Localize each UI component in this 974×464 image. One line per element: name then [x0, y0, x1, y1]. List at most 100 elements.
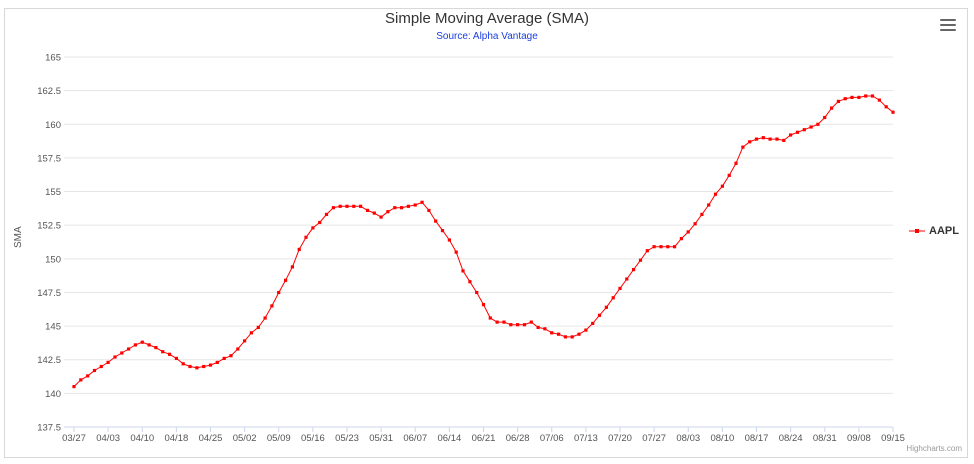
data-point[interactable]	[270, 304, 274, 308]
data-point[interactable]	[475, 290, 479, 295]
data-point[interactable]	[284, 278, 288, 282]
data-point[interactable]	[591, 321, 595, 325]
data-point[interactable]	[208, 363, 213, 367]
data-point[interactable]	[727, 173, 731, 177]
data-point[interactable]	[550, 331, 554, 335]
data-point[interactable]	[625, 277, 629, 281]
data-point[interactable]	[843, 97, 847, 101]
data-point[interactable]	[447, 238, 451, 242]
data-point[interactable]	[324, 212, 329, 216]
data-point[interactable]	[440, 229, 445, 233]
data-point[interactable]	[604, 305, 608, 309]
data-point[interactable]	[618, 286, 622, 290]
data-point[interactable]	[222, 356, 226, 360]
data-point[interactable]	[133, 343, 137, 347]
data-point[interactable]	[516, 323, 520, 327]
data-point[interactable]	[823, 115, 827, 120]
data-point[interactable]	[754, 137, 759, 141]
data-point[interactable]	[331, 206, 335, 210]
data-point[interactable]	[877, 98, 881, 102]
data-point[interactable]	[263, 316, 267, 320]
data-point[interactable]	[502, 320, 506, 324]
data-point[interactable]	[529, 320, 533, 324]
data-point[interactable]	[195, 366, 199, 370]
data-point[interactable]	[652, 245, 656, 249]
data-point[interactable]	[434, 219, 438, 223]
data-point[interactable]	[495, 320, 499, 324]
data-point[interactable]	[168, 352, 172, 356]
data-point[interactable]	[673, 245, 677, 249]
data-point[interactable]	[679, 237, 683, 241]
data-point[interactable]	[277, 290, 281, 295]
data-point[interactable]	[338, 204, 342, 208]
data-point[interactable]	[229, 354, 233, 358]
chart-subtitle[interactable]: Source: Alpha Vantage	[436, 31, 538, 42]
data-point[interactable]	[297, 247, 301, 251]
data-point[interactable]	[79, 378, 83, 382]
data-point[interactable]	[427, 208, 431, 212]
data-point[interactable]	[188, 364, 192, 369]
data-point[interactable]	[393, 206, 397, 210]
data-point[interactable]	[352, 204, 356, 208]
data-point[interactable]	[236, 347, 240, 351]
data-point[interactable]	[543, 327, 547, 331]
data-point[interactable]	[864, 94, 868, 98]
data-point[interactable]	[795, 130, 800, 134]
data-point[interactable]	[290, 265, 294, 269]
data-point[interactable]	[802, 128, 806, 132]
data-point[interactable]	[891, 110, 895, 114]
data-point[interactable]	[645, 249, 649, 253]
data-point[interactable]	[666, 245, 670, 249]
data-point[interactable]	[638, 258, 643, 262]
data-point[interactable]	[509, 323, 513, 327]
data-point[interactable]	[468, 280, 472, 284]
data-point[interactable]	[420, 200, 424, 204]
data-point[interactable]	[86, 374, 90, 378]
data-point[interactable]	[243, 339, 247, 343]
data-point[interactable]	[857, 95, 861, 99]
data-point[interactable]	[734, 161, 738, 165]
data-point[interactable]	[809, 125, 813, 129]
data-point[interactable]	[488, 316, 492, 320]
data-point[interactable]	[413, 203, 417, 207]
data-point[interactable]	[304, 235, 308, 239]
data-point[interactable]	[461, 269, 465, 273]
data-point[interactable]	[536, 325, 540, 329]
data-point[interactable]	[870, 94, 875, 98]
data-point[interactable]	[359, 204, 363, 208]
data-point[interactable]	[782, 138, 786, 142]
data-point[interactable]	[563, 335, 567, 339]
data-point[interactable]	[597, 313, 602, 317]
data-point[interactable]	[836, 99, 840, 103]
data-point[interactable]	[632, 268, 636, 272]
data-point[interactable]	[140, 340, 144, 344]
data-point[interactable]	[127, 347, 131, 351]
data-point[interactable]	[345, 204, 349, 208]
data-point[interactable]	[761, 136, 765, 140]
data-point[interactable]	[884, 105, 888, 109]
data-point[interactable]	[113, 355, 117, 359]
data-point[interactable]	[748, 140, 752, 144]
data-point[interactable]	[154, 346, 158, 350]
data-point[interactable]	[174, 356, 178, 360]
data-point[interactable]	[120, 351, 124, 355]
data-point[interactable]	[720, 184, 724, 188]
data-point[interactable]	[92, 368, 97, 373]
data-point[interactable]	[768, 137, 772, 141]
data-point[interactable]	[686, 230, 690, 234]
data-point[interactable]	[72, 385, 76, 389]
menu-icon[interactable]	[940, 19, 956, 33]
data-point[interactable]	[99, 364, 103, 369]
data-point[interactable]	[365, 208, 370, 212]
data-point[interactable]	[256, 325, 260, 329]
data-point[interactable]	[775, 137, 779, 141]
data-point[interactable]	[850, 95, 854, 99]
data-point[interactable]	[570, 335, 574, 339]
legend-item-aapl[interactable]: AAPL	[909, 225, 959, 237]
data-point[interactable]	[693, 222, 697, 226]
data-point[interactable]	[379, 215, 383, 219]
data-point[interactable]	[713, 192, 718, 196]
data-point[interactable]	[147, 343, 151, 347]
data-point[interactable]	[386, 210, 390, 214]
data-point[interactable]	[181, 362, 185, 366]
